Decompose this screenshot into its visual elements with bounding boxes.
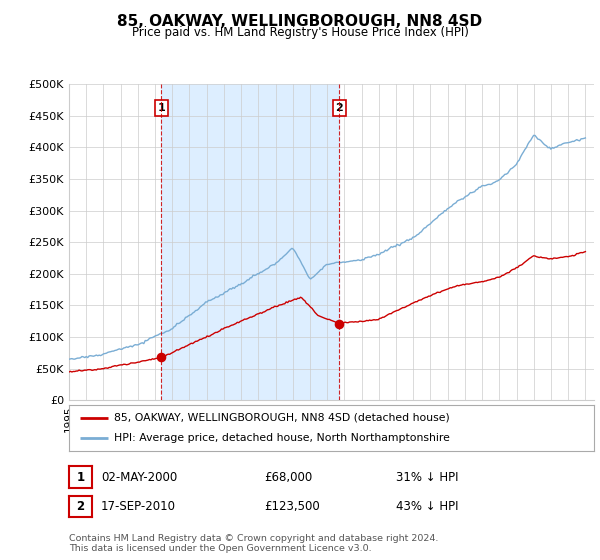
Text: £123,500: £123,500 — [264, 500, 320, 514]
Text: Contains HM Land Registry data © Crown copyright and database right 2024.
This d: Contains HM Land Registry data © Crown c… — [69, 534, 439, 553]
Text: 2: 2 — [76, 500, 85, 514]
Text: 43% ↓ HPI: 43% ↓ HPI — [396, 500, 458, 514]
Text: 31% ↓ HPI: 31% ↓ HPI — [396, 470, 458, 484]
Text: 2: 2 — [335, 102, 343, 113]
Text: Price paid vs. HM Land Registry's House Price Index (HPI): Price paid vs. HM Land Registry's House … — [131, 26, 469, 39]
Bar — [161, 84, 340, 400]
Text: 02-MAY-2000: 02-MAY-2000 — [101, 470, 177, 484]
Text: 1: 1 — [158, 102, 166, 113]
Point — [156, 353, 166, 362]
Text: HPI: Average price, detached house, North Northamptonshire: HPI: Average price, detached house, Nort… — [113, 433, 449, 443]
Text: 85, OAKWAY, WELLINGBOROUGH, NN8 4SD: 85, OAKWAY, WELLINGBOROUGH, NN8 4SD — [118, 14, 482, 29]
Text: 85, OAKWAY, WELLINGBOROUGH, NN8 4SD (detached house): 85, OAKWAY, WELLINGBOROUGH, NN8 4SD (det… — [113, 413, 449, 423]
Point — [335, 320, 344, 329]
Text: 17-SEP-2010: 17-SEP-2010 — [101, 500, 176, 514]
Text: 1: 1 — [76, 470, 85, 484]
Text: £68,000: £68,000 — [264, 470, 312, 484]
